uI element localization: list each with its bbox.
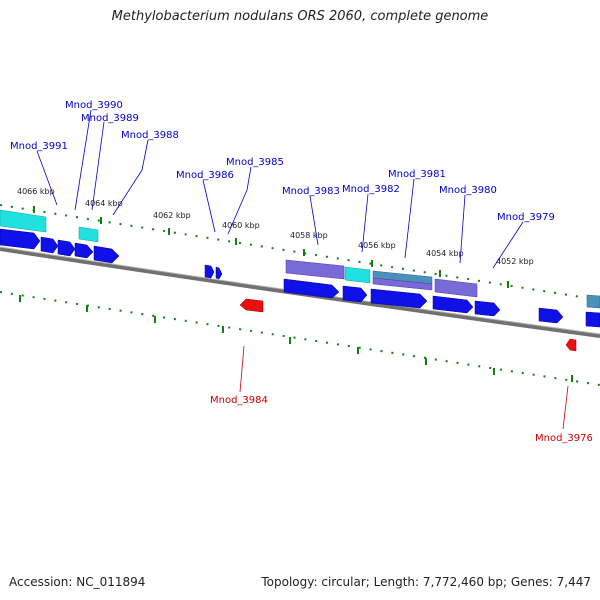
accession-text: Accession: NC_011894: [9, 575, 146, 589]
gene-label-mnod-3983: Mnod_3983: [282, 186, 340, 197]
kbp-label: 4064 kbp: [85, 199, 123, 208]
genome-summary-text: Topology: circular; Length: 7,772,460 bp…: [261, 575, 591, 589]
forward-gene: [432, 295, 474, 314]
forward-gene: [204, 264, 215, 279]
kbp-labels: 4066 kbp 4064 kbp 4062 kbp 4060 kbp 4058…: [17, 187, 534, 266]
gene-label-mnod-3988: Mnod_3988: [121, 130, 179, 141]
forward-gene: [57, 239, 76, 257]
forward-gene: [74, 242, 94, 259]
kbp-label: 4062 kbp: [153, 211, 191, 220]
forward-label-leaders: [36, 109, 524, 269]
major-ticks-upper: [33, 206, 509, 288]
gene-label-mnod-3990: Mnod_3990: [65, 100, 123, 111]
gene-label-mnod-3984: Mnod_3984: [210, 395, 268, 406]
reverse-label-leaders: [239, 345, 569, 430]
kbp-label: 4054 kbp: [426, 249, 464, 258]
gene-label-mnod-3976: Mnod_3976: [535, 433, 593, 444]
cyan-feature: [344, 266, 371, 284]
kbp-label: 4052 kbp: [496, 257, 534, 266]
cyan-feature: [78, 226, 99, 243]
forward-gene: [215, 266, 223, 280]
reverse-gene-labels: Mnod_3984 Mnod_3976: [210, 395, 593, 444]
purple-feature: [372, 277, 433, 291]
gene-label-mnod-3986: Mnod_3986: [176, 170, 234, 181]
kbp-label: 4066 kbp: [17, 187, 55, 196]
forward-gene: [283, 278, 340, 299]
feature-track-upper: [0, 209, 600, 309]
forward-gene: [370, 288, 428, 309]
forward-gene: [93, 245, 120, 264]
outer-tick-track: [0, 204, 600, 301]
forward-genes: [0, 228, 600, 328]
forward-gene: [538, 307, 564, 324]
kbp-label: 4058 kbp: [290, 231, 328, 240]
gene-label-mnod-3981: Mnod_3981: [388, 169, 446, 180]
kbp-label: 4060 kbp: [222, 221, 260, 230]
reverse-gene: [239, 298, 264, 313]
inner-tick-track: [0, 291, 600, 386]
gene-label-mnod-3979: Mnod_3979: [497, 212, 555, 223]
gene-label-mnod-3989: Mnod_3989: [81, 113, 139, 124]
major-ticks-lower: [19, 295, 573, 382]
gene-label-mnod-3982: Mnod_3982: [342, 184, 400, 195]
forward-gene: [342, 285, 368, 303]
forward-gene-labels: Mnod_3991 Mnod_3990 Mnod_3989 Mnod_3988 …: [10, 100, 555, 223]
gene-label-mnod-3991: Mnod_3991: [10, 141, 68, 152]
forward-gene: [585, 311, 600, 328]
purple-feature: [434, 278, 478, 298]
purple-feature: [285, 259, 345, 280]
reverse-gene: [565, 338, 577, 352]
teal-feature: [586, 294, 600, 309]
gene-label-mnod-3985: Mnod_3985: [226, 157, 284, 168]
cyan-feature: [0, 209, 47, 233]
reverse-genes: [239, 298, 577, 352]
genome-title: Methylobacterium nodulans ORS 2060, comp…: [111, 9, 489, 24]
kbp-label: 4056 kbp: [358, 241, 396, 250]
gene-label-mnod-3980: Mnod_3980: [439, 185, 497, 196]
forward-gene: [474, 300, 501, 317]
forward-gene: [40, 236, 59, 254]
forward-gene: [0, 228, 41, 250]
